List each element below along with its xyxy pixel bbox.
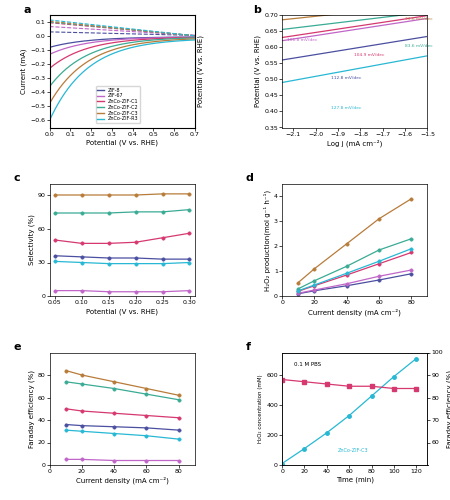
X-axis label: Current density (mA cm⁻²): Current density (mA cm⁻²) xyxy=(76,477,169,484)
X-axis label: Time (min): Time (min) xyxy=(336,477,374,484)
Y-axis label: H₂O₂ production(mol g⁻¹ h⁻¹): H₂O₂ production(mol g⁻¹ h⁻¹) xyxy=(264,190,271,290)
Text: d: d xyxy=(246,174,254,184)
Text: 73.6 mV/dec: 73.6 mV/dec xyxy=(405,18,433,21)
X-axis label: Current density (mA cm⁻²): Current density (mA cm⁻²) xyxy=(308,308,401,316)
Text: ZnCo-ZIF-C3: ZnCo-ZIF-C3 xyxy=(338,448,368,452)
Y-axis label: Potential (V vs. RHE): Potential (V vs. RHE) xyxy=(255,35,261,108)
Text: e: e xyxy=(13,342,21,352)
Text: a: a xyxy=(23,4,31,15)
Y-axis label: Potential (V vs. RHE): Potential (V vs. RHE) xyxy=(198,35,204,108)
Text: f: f xyxy=(246,342,251,352)
Text: c: c xyxy=(13,174,20,184)
X-axis label: Potential (V vs. RHE): Potential (V vs. RHE) xyxy=(86,140,158,146)
Text: 127.8 mV/dec: 127.8 mV/dec xyxy=(331,106,362,110)
Text: b: b xyxy=(253,4,261,15)
Text: 112.8 mV/dec: 112.8 mV/dec xyxy=(331,76,362,80)
X-axis label: Log j (mA cm⁻²): Log j (mA cm⁻²) xyxy=(327,140,382,147)
Y-axis label: Faraday efficiency (%): Faraday efficiency (%) xyxy=(28,370,35,448)
Y-axis label: Current (mA): Current (mA) xyxy=(21,48,27,94)
Text: 0.1 M PBS: 0.1 M PBS xyxy=(294,362,321,367)
Text: 106.8 mV/dec: 106.8 mV/dec xyxy=(287,38,317,42)
X-axis label: Potential (V vs. RHE): Potential (V vs. RHE) xyxy=(86,308,158,314)
Y-axis label: H₂O₂ concentration (mM): H₂O₂ concentration (mM) xyxy=(258,374,263,443)
Text: 104.9 mV/dec: 104.9 mV/dec xyxy=(354,53,384,57)
Legend: ZIF-8, ZIF-67, ZnCo-ZIF-C1, ZnCo-ZIF-C2, ZnCo-ZIF-C3, ZnCo-ZIF-R3: ZIF-8, ZIF-67, ZnCo-ZIF-C1, ZnCo-ZIF-C2,… xyxy=(95,86,140,123)
Y-axis label: Faraday efficiency (%): Faraday efficiency (%) xyxy=(446,370,450,448)
Text: 83.6 mV/dec: 83.6 mV/dec xyxy=(405,44,433,48)
Y-axis label: Selectivity (%): Selectivity (%) xyxy=(28,214,35,266)
